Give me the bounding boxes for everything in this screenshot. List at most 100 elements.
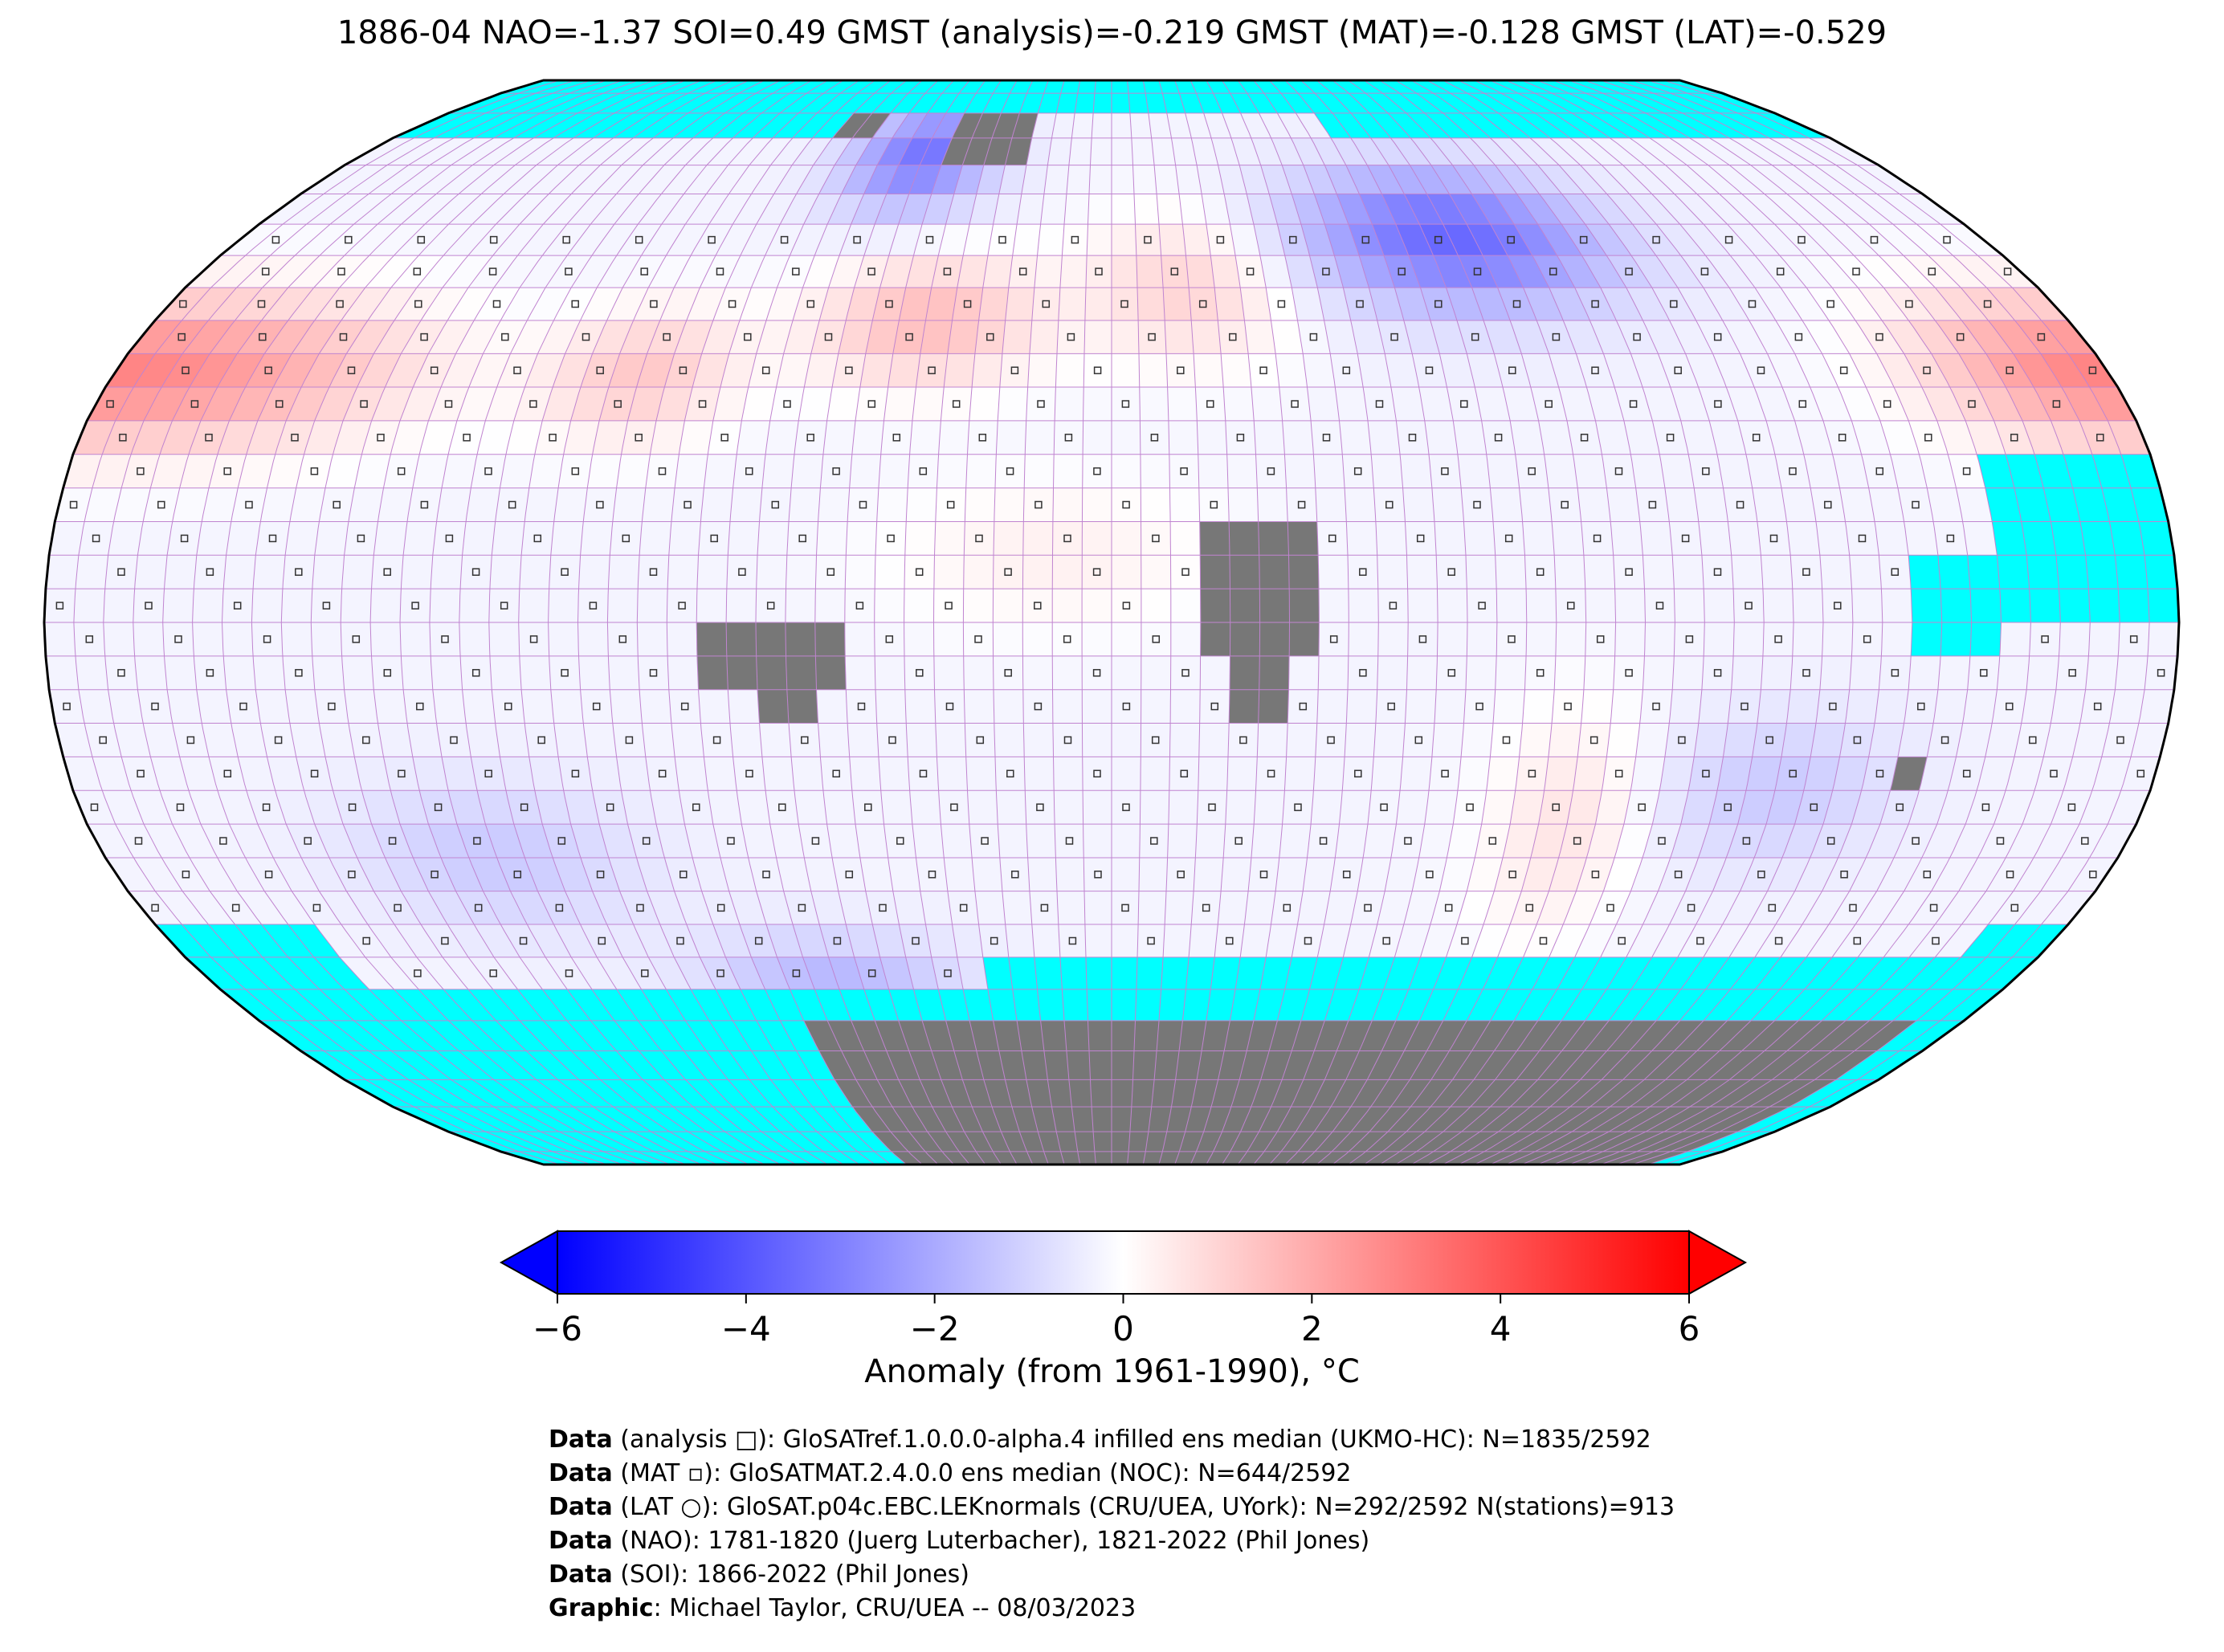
anomaly-cell bbox=[776, 353, 811, 388]
analysis-marker bbox=[2136, 769, 2145, 778]
land-mask-cell bbox=[1151, 1079, 1176, 1107]
anomaly-cell bbox=[2131, 723, 2169, 757]
analysis-marker bbox=[1042, 300, 1051, 308]
anomaly-cell bbox=[1933, 521, 1968, 556]
missing-data-cell bbox=[798, 93, 840, 113]
analysis-marker bbox=[1625, 267, 1633, 275]
analysis-marker bbox=[245, 500, 253, 509]
anomaly-cell bbox=[1858, 924, 1909, 957]
analysis-marker bbox=[727, 837, 735, 845]
anomaly-cell bbox=[1829, 320, 1877, 354]
anomaly-cell bbox=[134, 555, 168, 589]
analysis-marker bbox=[1968, 400, 1976, 408]
land-mask-cell bbox=[1553, 1151, 1604, 1165]
analysis-marker bbox=[1629, 400, 1638, 408]
anomaly-cell bbox=[2090, 824, 2136, 858]
anomaly-cell bbox=[260, 487, 296, 522]
anomaly-cell bbox=[1961, 320, 2014, 354]
land-mask-cell bbox=[757, 689, 789, 724]
anomaly-cell bbox=[639, 689, 671, 724]
anomaly-cell bbox=[1373, 487, 1406, 522]
missing-data-cell bbox=[1281, 93, 1315, 113]
anomaly-cell bbox=[1064, 194, 1089, 225]
anomaly-cell bbox=[1139, 824, 1169, 858]
anomaly-cell bbox=[401, 194, 459, 225]
anomaly-cell bbox=[947, 891, 979, 924]
anomaly-cell bbox=[1576, 858, 1615, 891]
anomaly-cell bbox=[330, 194, 391, 225]
anomaly-cell bbox=[1548, 487, 1581, 522]
anomaly-cell bbox=[1161, 255, 1190, 288]
analysis-marker bbox=[383, 568, 391, 576]
land-mask-cell bbox=[1026, 1151, 1049, 1165]
missing-data-cell bbox=[534, 80, 591, 94]
missing-data-cell bbox=[813, 1079, 852, 1107]
land-mask-cell bbox=[1259, 1107, 1292, 1132]
analysis-marker bbox=[596, 500, 604, 509]
anomaly-cell bbox=[783, 320, 820, 354]
anomaly-cell bbox=[737, 790, 770, 825]
anomaly-cell bbox=[251, 589, 283, 622]
anomaly-cell bbox=[1467, 224, 1508, 256]
analysis-marker bbox=[1356, 300, 1364, 308]
anomaly-cell bbox=[1590, 137, 1645, 165]
land-mask-cell bbox=[1750, 1079, 1815, 1107]
land-mask-cell bbox=[920, 1079, 953, 1107]
missing-data-cell bbox=[772, 112, 817, 138]
anomaly-cell bbox=[296, 757, 333, 791]
anomaly-cell bbox=[789, 723, 821, 757]
anomaly-cell bbox=[300, 858, 347, 891]
land-mask-cell bbox=[983, 1079, 1012, 1107]
land-mask-cell bbox=[1424, 1107, 1471, 1132]
missing-data-cell bbox=[706, 1132, 756, 1152]
analysis-marker bbox=[394, 904, 402, 912]
land-mask-cell bbox=[803, 1020, 842, 1051]
anomaly-cell bbox=[1084, 288, 1112, 320]
analysis-marker bbox=[1067, 332, 1075, 341]
land-mask-cell bbox=[1348, 1151, 1383, 1165]
missing-data-cell bbox=[504, 1132, 569, 1152]
anomaly-cell bbox=[2062, 824, 2108, 858]
missing-data-cell bbox=[1780, 957, 1833, 989]
missing-data-cell bbox=[313, 957, 369, 989]
analysis-marker bbox=[1147, 936, 1155, 945]
anomaly-cell bbox=[1135, 224, 1161, 256]
analysis-marker bbox=[304, 837, 312, 845]
anomaly-cell bbox=[431, 555, 463, 589]
anomaly-cell bbox=[2006, 757, 2044, 791]
land-mask-cell bbox=[1112, 1020, 1136, 1051]
anomaly-cell bbox=[1674, 622, 1705, 656]
missing-data-cell bbox=[1332, 93, 1370, 113]
anomaly-cell bbox=[994, 723, 1025, 757]
missing-data-cell bbox=[1253, 80, 1282, 94]
anomaly-cell bbox=[549, 655, 581, 690]
missing-data-cell bbox=[1532, 957, 1575, 989]
missing-data-cell bbox=[761, 93, 806, 113]
analysis-marker bbox=[1923, 366, 1931, 374]
anomaly-cell bbox=[987, 224, 1018, 256]
anomaly-cell bbox=[2014, 320, 2068, 354]
land-mask-cell bbox=[952, 1107, 983, 1132]
anomaly-cell bbox=[732, 757, 765, 791]
anomaly-cell bbox=[1904, 353, 1950, 388]
analysis-marker bbox=[1152, 635, 1161, 643]
analysis-marker bbox=[205, 434, 213, 442]
anomaly-cell bbox=[1054, 790, 1083, 825]
analysis-marker bbox=[106, 400, 114, 408]
anomaly-cell bbox=[998, 165, 1026, 194]
anomaly-cell bbox=[418, 224, 472, 256]
anomaly-cell bbox=[365, 137, 433, 165]
colorbar-tick-label: −6 bbox=[533, 1309, 582, 1348]
anomaly-cell bbox=[1112, 555, 1141, 589]
anomaly-cell bbox=[1694, 487, 1728, 522]
anomaly-cell bbox=[1819, 555, 1852, 589]
anomaly-cell bbox=[1052, 723, 1083, 757]
analysis-marker bbox=[1092, 568, 1101, 576]
anomaly-cell bbox=[432, 689, 466, 724]
anomaly-cell bbox=[429, 622, 460, 656]
anomaly-cell bbox=[972, 353, 1002, 388]
analysis-marker bbox=[571, 467, 580, 475]
analysis-marker bbox=[853, 235, 861, 244]
land-mask-cell bbox=[877, 1079, 912, 1107]
analysis-marker bbox=[1277, 300, 1286, 308]
